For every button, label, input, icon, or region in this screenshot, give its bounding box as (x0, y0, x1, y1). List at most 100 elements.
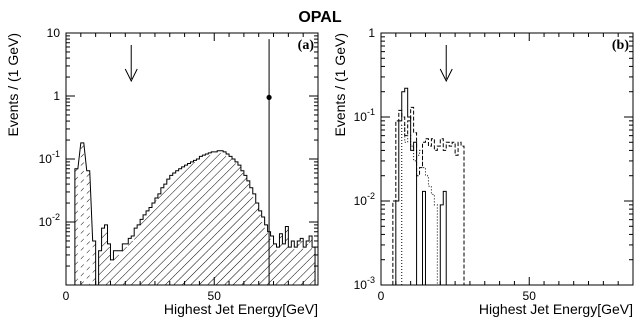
panel-b-x-tick-label: 50 (523, 289, 537, 303)
panel-a-hatched-bar (234, 163, 238, 285)
panel-a-hatched-bar (208, 155, 212, 285)
figure-title: OPAL (298, 9, 341, 26)
panel-a-hatched-bar (276, 250, 280, 285)
panel-a-hatched-bar (196, 160, 200, 285)
panel-a-hatched-bar (149, 209, 152, 285)
panel-a-y-tick-label: 10 (47, 26, 61, 40)
panel-a-hatched-bar (270, 240, 274, 285)
panel-a-series-data (74, 142, 316, 286)
panel-a-hatched-bar (92, 243, 96, 285)
panel-b-arrow-head (439, 68, 453, 83)
panel-a-hatched-bar (312, 250, 316, 285)
panel-a-hatched-bar (122, 247, 126, 285)
panel-a-hatched-bar (264, 228, 268, 285)
panel-a-hatched-bar (140, 222, 144, 285)
panel-a-hatched-bar (246, 184, 250, 285)
panel-a-hatched-bar (154, 200, 158, 285)
panel-a-hatched-bar (128, 240, 132, 285)
panel-a-hatched-bar (300, 240, 304, 285)
panel-a-arrow-head (124, 68, 138, 83)
panel-a: 0 50 10 1 10-1 10-2 (a) Highest Jet Energy[GeV]… (5, 26, 319, 317)
panel-a-hatched-bar (279, 235, 283, 285)
panel-a-hatched-bar (166, 180, 170, 285)
panel-a-hatched-bar (258, 214, 262, 285)
panel-a-hatched-bar (226, 156, 230, 285)
panel-a-hatched-bar (131, 240, 135, 285)
panel-a-hatched-bar (252, 196, 256, 285)
panel-a-hatched-bar (116, 254, 120, 285)
panel-a-hatched-bar (146, 212, 150, 285)
panel-a-hatched-bar (205, 156, 209, 285)
panel-a-hatched-bar (261, 222, 265, 285)
panel-a-hatched-bar (202, 157, 206, 285)
panel-a-y-tick-label: 1 (53, 89, 60, 103)
panel-a-hatched-bar (80, 144, 84, 285)
panel-a-hatched-bar (104, 228, 108, 285)
panel-a-hatched-bar (240, 172, 244, 285)
panel-a-hatched-bar (193, 161, 197, 285)
panel-b-y-tick-label: 10-3 (354, 275, 375, 292)
panel-a-hatched-bar (294, 250, 298, 285)
panel-a-hatched-bar (101, 231, 105, 285)
panel-a-hatched-bar (184, 166, 188, 285)
panel-a-hatched-bar (285, 228, 289, 285)
panel-a-hatched-bar (255, 207, 259, 285)
panel-a-hatched-bar (178, 170, 182, 285)
panel-a-panel-label: (a) (298, 38, 315, 53)
panel-a-data-point (266, 94, 272, 101)
panel-a-hatched-bar (125, 247, 129, 285)
panel-b-series-signal-3 (398, 124, 441, 286)
panel-a-y-tick-label: 10-1 (39, 149, 60, 166)
plot-frame (380, 32, 634, 286)
panel-a-hatched-bar (187, 165, 191, 285)
panel-a-hatched-bar (110, 266, 114, 285)
panel-a-hatched-bar (143, 217, 147, 285)
panel-a-hatched-bar (181, 168, 185, 285)
panel-a-hatched-bar (172, 175, 176, 285)
panel-a-hatched-bar (217, 152, 221, 285)
panel-a-hatched-bar (220, 152, 224, 285)
panel-a-hatched-bar (229, 159, 233, 285)
panel-b-panel-label: (b) (612, 38, 629, 53)
panel-b-series-signal-1 (392, 87, 453, 286)
panel-a-hatched-bar (134, 231, 138, 285)
panel-a-hatched-bar (273, 247, 277, 285)
panel-a-hatched-bar (137, 228, 141, 285)
panel-a-hatched-bar (163, 185, 167, 285)
panel-a-hatched-bar (309, 238, 313, 285)
panel-b-series-signal-2 (386, 106, 467, 286)
panel-a-hatched-bar (113, 254, 117, 285)
panel-a-hatched-bar (86, 172, 90, 285)
panel-a-hatched-bar (232, 161, 235, 285)
panel-a-hatched-bar (303, 250, 307, 285)
panel-a-hatched-bar (288, 250, 292, 285)
panel-a-hatched-bar (98, 254, 102, 285)
panel-a-hatched-bar (249, 191, 253, 285)
panel-a-hatched-bar (169, 177, 173, 285)
panel-b-y-tick-label: 10-2 (354, 191, 375, 208)
panel-a-hatched-bar (107, 247, 111, 285)
panel-a-y-axis-label: Events / (1 GeV) (5, 33, 21, 136)
panel-b-y-tick-label: 1 (368, 26, 375, 40)
panel-a-hatched-bar (297, 243, 301, 285)
panel-a-hatched-bar (190, 163, 194, 285)
panel-a-hatched-bar (223, 154, 227, 285)
panel-a-hatched-bar (211, 154, 215, 285)
panel-a-hatched-bar (160, 190, 164, 285)
panel-a-hatched-bar (199, 159, 203, 285)
panel-a-hatched-bar (151, 205, 155, 285)
panel-a-hatched-bar (282, 247, 286, 285)
panel-a-hatched-bar (237, 166, 241, 285)
panel-a-hatched-bar (214, 154, 218, 285)
panel-b-x-axis-label: Highest Jet Energy[GeV] (479, 301, 633, 317)
panel-b-x-tick-label: 0 (378, 289, 385, 303)
panel-a-hatched-bar (74, 168, 78, 285)
panel-a-hatched-bar (243, 177, 247, 285)
panel-a-y-tick-label: 10-2 (39, 212, 60, 229)
panel-a-hatched-bar (291, 243, 295, 285)
panel-a-x-axis-label: Highest Jet Energy[GeV] (164, 301, 318, 317)
panel-a-x-tick-label: 0 (63, 289, 70, 303)
panel-a-x-tick-label: 50 (208, 289, 222, 303)
panel-a-hatched-bar (306, 243, 310, 285)
